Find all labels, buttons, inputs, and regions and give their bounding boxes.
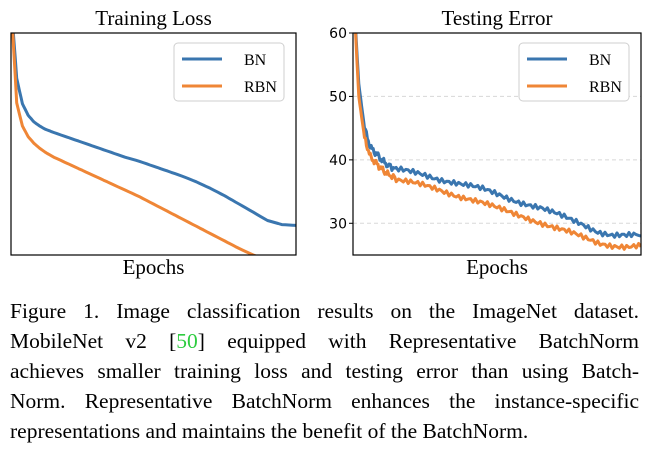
x-axis-label: Epochs xyxy=(466,255,528,279)
caption-text: MobileNet v2 [ xyxy=(10,329,177,353)
legend-label-rbn: RBN xyxy=(244,79,277,96)
figure-caption: Figure 1. Image classification results o… xyxy=(10,296,639,446)
caption-line: Figure 1. Image classification results o… xyxy=(10,299,639,323)
plot-frame xyxy=(10,32,297,256)
series-line-rbn xyxy=(354,33,641,251)
series-line-bn xyxy=(354,33,641,239)
y-tick-label: 30 xyxy=(329,216,347,232)
chart-title: Training Loss xyxy=(95,6,212,30)
citation-link[interactable]: 50 xyxy=(176,329,198,353)
caption-line: achieves smaller training loss and testi… xyxy=(10,359,639,383)
figure-charts: Training Loss Epochs BN RBN 30 40 50 60 Testing … xyxy=(10,6,642,279)
caption-text: ] equipped with Representative BatchNorm xyxy=(197,329,639,353)
legend-label-rbn: RBN xyxy=(589,79,622,96)
series-line-rbn xyxy=(11,33,258,255)
legend-label-bn: BN xyxy=(244,52,267,69)
series-line-bn xyxy=(11,33,296,227)
y-tick-label: 60 xyxy=(329,26,347,42)
plot-frame xyxy=(352,32,642,256)
caption-line: Norm. Representative BatchNorm enhances … xyxy=(10,389,639,413)
legend-label-bn: BN xyxy=(589,52,612,69)
x-axis-label: Epochs xyxy=(123,255,185,279)
chart-title: Testing Error xyxy=(441,6,552,30)
caption-line: MobileNet v2 [50] equipped with Represen… xyxy=(10,326,639,356)
y-tick-label: 50 xyxy=(329,89,347,105)
y-tick-label: 40 xyxy=(329,153,347,169)
caption-line: representations and maintains the benefi… xyxy=(10,419,529,443)
